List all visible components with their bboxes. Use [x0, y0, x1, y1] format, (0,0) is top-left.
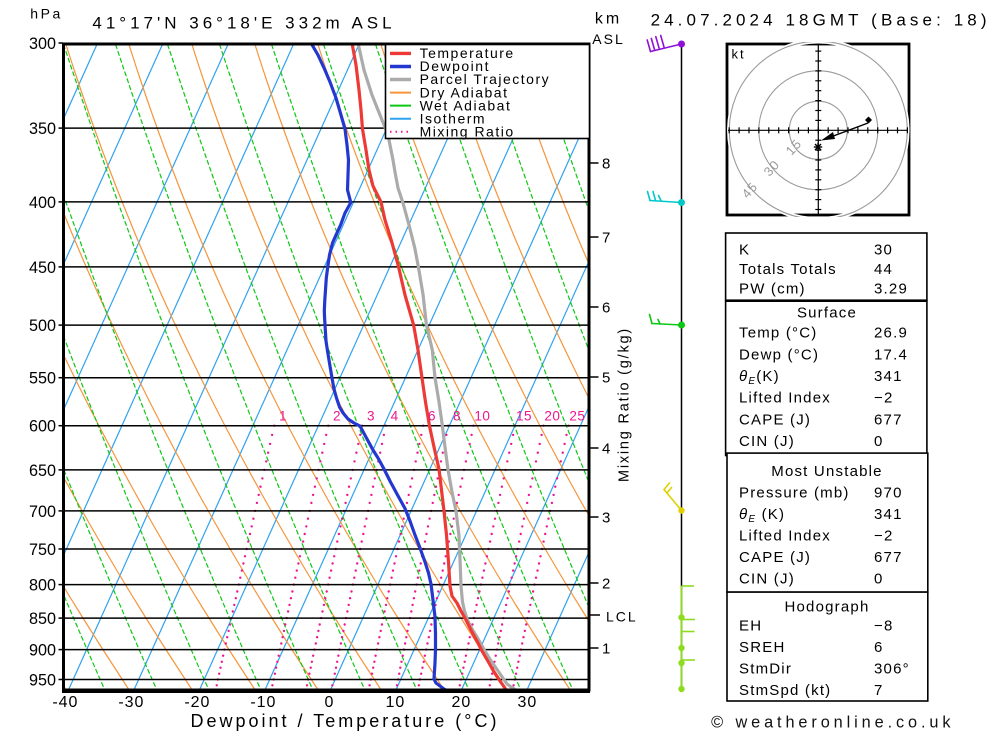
svg-text:600: 600: [29, 418, 56, 436]
svg-text:8: 8: [453, 409, 461, 424]
svg-text:24.07.2024 18GMT (Base: 18): 24.07.2024 18GMT (Base: 18): [651, 11, 991, 30]
svg-text:Mixing Ratio: Mixing Ratio: [420, 123, 515, 139]
svg-text:970: 970: [874, 485, 903, 502]
svg-text:Surface: Surface: [797, 305, 857, 322]
svg-text:500: 500: [29, 317, 56, 335]
svg-text:0: 0: [874, 433, 884, 450]
svg-text:hPa: hPa: [30, 6, 63, 22]
svg-text:900: 900: [29, 642, 56, 660]
svg-text:0: 0: [324, 694, 334, 711]
svg-text:Dewpoint: Dewpoint: [420, 58, 490, 74]
svg-text:CIN (J): CIN (J): [739, 433, 795, 450]
svg-text:41°17'N 36°18'E 332m ASL: 41°17'N 36°18'E 332m ASL: [92, 14, 395, 33]
svg-text:SREH: SREH: [739, 639, 785, 656]
svg-text:-20: -20: [184, 694, 210, 711]
svg-text:Lifted Index: Lifted Index: [739, 528, 831, 545]
svg-text:450: 450: [29, 259, 56, 277]
svg-text:K: K: [739, 242, 750, 259]
svg-text:EH: EH: [739, 618, 762, 635]
svg-text:10: 10: [386, 694, 406, 711]
svg-text:Dewpoint / Temperature (°C): Dewpoint / Temperature (°C): [191, 711, 500, 731]
svg-text:700: 700: [29, 503, 56, 521]
svg-text:0: 0: [874, 571, 884, 588]
svg-text:2: 2: [333, 409, 341, 424]
svg-text:Totals Totals: Totals Totals: [739, 261, 837, 278]
svg-text:8: 8: [602, 156, 610, 173]
svg-text:Isotherm: Isotherm: [420, 110, 486, 126]
svg-text:kt: kt: [732, 47, 746, 62]
svg-text:CAPE (J): CAPE (J): [739, 549, 811, 566]
svg-text:CIN (J): CIN (J): [739, 571, 795, 588]
svg-text:StmDir: StmDir: [739, 661, 792, 678]
svg-text:km: km: [595, 11, 622, 28]
svg-text:800: 800: [29, 577, 56, 595]
svg-text:4: 4: [391, 409, 399, 424]
svg-text:30: 30: [518, 694, 538, 711]
svg-text:300: 300: [29, 35, 56, 53]
svg-text:LCL: LCL: [606, 609, 638, 625]
svg-text:677: 677: [874, 549, 903, 566]
svg-text:Dry Adiabat: Dry Adiabat: [420, 84, 509, 100]
svg-text:3: 3: [367, 409, 375, 424]
svg-text:θE(K): θE(K): [739, 368, 780, 387]
svg-text:30: 30: [874, 242, 893, 259]
svg-text:Wet Adiabat: Wet Adiabat: [420, 97, 512, 113]
svg-text:350: 350: [29, 120, 56, 138]
svg-text:20: 20: [544, 409, 560, 424]
svg-text:Mixing Ratio (g/kg): Mixing Ratio (g/kg): [617, 327, 633, 482]
svg-text:400: 400: [29, 194, 56, 212]
svg-text:341: 341: [874, 506, 903, 523]
svg-text:6: 6: [602, 300, 610, 317]
svg-text:−8: −8: [874, 618, 894, 635]
svg-text:-10: -10: [250, 694, 276, 711]
svg-text:950: 950: [29, 671, 56, 689]
svg-text:15: 15: [516, 409, 532, 424]
svg-text:© weatheronline.co.uk: © weatheronline.co.uk: [711, 714, 954, 732]
svg-text:-40: -40: [52, 694, 78, 711]
svg-text:7: 7: [602, 230, 610, 247]
svg-text:4: 4: [602, 441, 610, 458]
svg-text:26.9: 26.9: [874, 325, 908, 342]
svg-text:Most Unstable: Most Unstable: [771, 463, 882, 480]
svg-text:650: 650: [29, 462, 56, 480]
svg-text:677: 677: [874, 411, 903, 428]
svg-text:1: 1: [602, 641, 610, 658]
svg-text:ASL: ASL: [592, 31, 624, 47]
svg-text:17.4: 17.4: [874, 346, 908, 363]
svg-text:550: 550: [29, 370, 56, 388]
svg-text:1: 1: [279, 409, 287, 424]
svg-text:CAPE (J): CAPE (J): [739, 411, 811, 428]
svg-text:Parcel Trajectory: Parcel Trajectory: [420, 71, 551, 87]
svg-text:PW (cm): PW (cm): [739, 280, 806, 297]
svg-text:6: 6: [874, 639, 884, 656]
svg-text:−2: −2: [874, 528, 894, 545]
svg-text:Temperature: Temperature: [420, 45, 515, 61]
svg-text:6: 6: [428, 409, 436, 424]
svg-text:306°: 306°: [874, 661, 910, 678]
svg-text:θE (K): θE (K): [739, 506, 785, 525]
svg-text:341: 341: [874, 368, 903, 385]
svg-text:StmSpd (kt): StmSpd (kt): [739, 682, 831, 699]
svg-text:2: 2: [602, 576, 610, 593]
svg-text:Lifted Index: Lifted Index: [739, 390, 831, 407]
svg-text:10: 10: [474, 409, 490, 424]
svg-text:3.29: 3.29: [874, 280, 908, 297]
svg-text:44: 44: [874, 261, 893, 278]
svg-text:Hodograph: Hodograph: [784, 598, 869, 615]
svg-text:−2: −2: [874, 390, 894, 407]
svg-text:-30: -30: [118, 694, 144, 711]
svg-text:5: 5: [602, 370, 610, 387]
svg-text:20: 20: [452, 694, 472, 711]
svg-text:Dewp (°C): Dewp (°C): [739, 346, 819, 363]
svg-text:850: 850: [29, 610, 56, 628]
svg-text:25: 25: [569, 409, 585, 424]
svg-text:750: 750: [29, 541, 56, 559]
svg-text:7: 7: [874, 682, 884, 699]
svg-text:Pressure (mb): Pressure (mb): [739, 485, 850, 502]
svg-text:3: 3: [602, 510, 610, 527]
svg-text:Temp (°C): Temp (°C): [739, 325, 817, 342]
